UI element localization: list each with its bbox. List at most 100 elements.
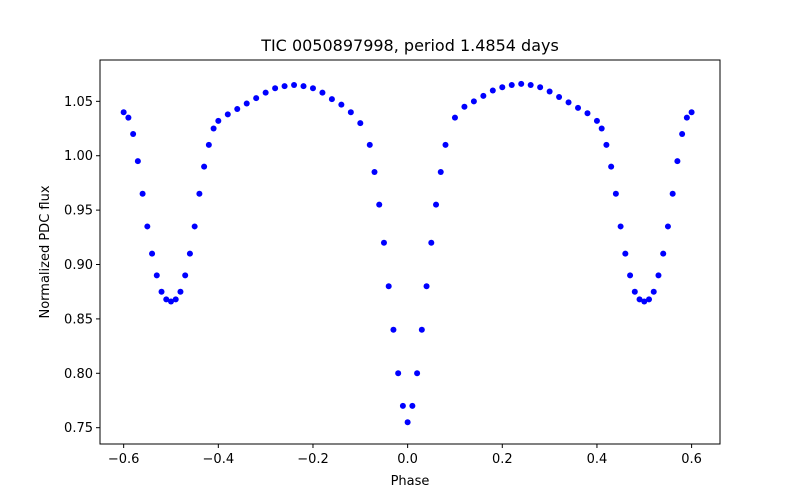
data-point: [234, 105, 241, 112]
data-point: [390, 326, 397, 333]
data-point: [210, 125, 217, 132]
data-point: [149, 250, 156, 257]
data-point: [537, 84, 544, 91]
data-point: [636, 296, 643, 303]
data-point: [177, 288, 184, 295]
data-point: [414, 370, 421, 377]
data-point: [423, 283, 430, 290]
data-point: [655, 272, 662, 279]
data-point: [182, 272, 189, 279]
data-point: [603, 141, 610, 148]
data-point: [215, 117, 222, 124]
x-tick-label: −0.2: [297, 452, 329, 467]
data-point: [153, 272, 160, 279]
data-point: [442, 141, 449, 148]
data-point: [508, 82, 515, 89]
data-point: [641, 298, 648, 305]
data-point: [669, 190, 676, 197]
data-point: [366, 141, 373, 148]
x-axis-ticks: −0.6 −0.4 −0.2 0.0 0.2 0.4 0.6: [108, 444, 702, 467]
data-point: [196, 190, 203, 197]
data-point: [679, 130, 686, 137]
x-tick-label: −0.6: [108, 452, 140, 467]
data-point: [201, 163, 208, 170]
data-point: [380, 239, 387, 246]
data-point: [683, 114, 690, 121]
data-point: [646, 296, 653, 303]
data-point: [631, 288, 638, 295]
data-point: [172, 296, 179, 303]
data-point: [144, 223, 151, 230]
x-tick-label: 0.2: [492, 452, 513, 467]
data-point: [660, 250, 667, 257]
data-point: [158, 288, 165, 295]
data-point: [608, 163, 615, 170]
data-point: [395, 370, 402, 377]
data-point: [428, 239, 435, 246]
data-point: [650, 288, 657, 295]
data-point: [593, 117, 600, 124]
data-point: [291, 82, 298, 89]
data-point: [281, 83, 288, 90]
chart-title: TIC 0050897998, period 1.4854 days: [260, 36, 559, 55]
data-point: [371, 169, 378, 176]
data-point: [617, 223, 624, 230]
data-point: [527, 82, 534, 89]
y-tick-label: 0.75: [64, 421, 93, 436]
data-point: [120, 109, 127, 116]
data-point: [167, 298, 174, 305]
data-point: [139, 190, 146, 197]
data-point: [300, 83, 307, 90]
data-point: [357, 120, 364, 127]
y-tick-label: 0.80: [64, 367, 93, 382]
data-point: [376, 201, 383, 208]
data-point: [480, 92, 487, 99]
data-point: [125, 114, 132, 121]
data-point: [546, 88, 553, 95]
y-tick-label: 0.90: [64, 258, 93, 273]
x-tick-label: 0.4: [587, 452, 608, 467]
data-point: [418, 326, 425, 333]
data-point: [272, 85, 279, 92]
data-point: [664, 223, 671, 230]
data-point: [409, 402, 416, 409]
data-point: [253, 95, 260, 102]
data-points: [120, 80, 695, 426]
data-point: [612, 190, 619, 197]
data-point: [243, 100, 250, 107]
data-point: [404, 419, 411, 426]
data-point: [437, 169, 444, 176]
data-point: [319, 89, 326, 96]
x-tick-label: 0.6: [681, 452, 702, 467]
y-tick-label: 0.95: [64, 204, 93, 219]
data-point: [262, 89, 269, 96]
data-point: [399, 402, 406, 409]
data-point: [186, 250, 193, 257]
x-tick-label: 0.0: [397, 452, 418, 467]
data-point: [627, 272, 634, 279]
data-point: [163, 296, 170, 303]
x-tick-label: −0.4: [203, 452, 235, 467]
data-point: [224, 111, 231, 118]
data-point: [598, 125, 605, 132]
data-point: [556, 93, 563, 100]
data-point: [518, 80, 525, 87]
data-point: [309, 85, 316, 92]
data-point: [451, 114, 458, 121]
data-point: [338, 101, 345, 108]
data-point: [385, 283, 392, 290]
y-axis-title: Normalized PDC flux: [38, 185, 53, 318]
data-point: [461, 103, 468, 110]
data-point: [674, 158, 681, 165]
data-point: [433, 201, 440, 208]
y-axis-ticks: 0.75 0.80 0.85 0.90 0.95 1.00 1.05: [64, 95, 100, 436]
data-point: [622, 250, 629, 257]
data-point: [499, 84, 506, 91]
data-point: [575, 104, 582, 111]
x-axis-title: Phase: [391, 474, 430, 489]
data-point: [205, 141, 212, 148]
y-tick-label: 0.85: [64, 312, 93, 327]
y-tick-label: 1.00: [64, 149, 93, 164]
data-point: [584, 110, 591, 117]
